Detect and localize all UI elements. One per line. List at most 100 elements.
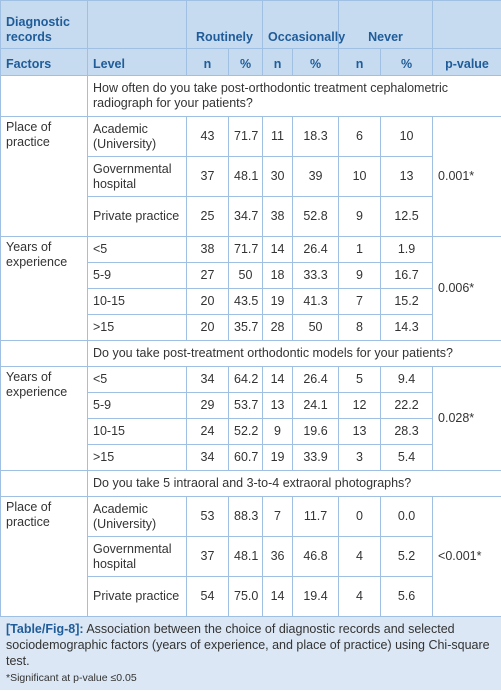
footnote: *Significant at p-value ≤0.05 <box>0 672 501 690</box>
question: How often do you take post-orthodontic t… <box>86 75 501 117</box>
value: 12 <box>338 392 382 419</box>
value: 9 <box>262 418 294 445</box>
level: Governmental hospital <box>87 536 187 577</box>
value: 53 <box>186 496 229 537</box>
header-cell: Level <box>87 48 187 76</box>
level: 10-15 <box>87 418 187 445</box>
value: 19.4 <box>292 576 340 617</box>
header-cell: Diagnostic records <box>0 0 88 49</box>
header-cell: Never <box>338 0 434 49</box>
p-value: <0.001* <box>432 496 501 617</box>
value: 6 <box>338 116 382 157</box>
value: 22.2 <box>380 392 434 419</box>
cell <box>0 470 88 497</box>
data-row: >15 34 60.7 19 33.9 3 5.4 <box>1 444 501 471</box>
data-row: 10-15 24 52.2 9 19.6 13 28.3 <box>1 418 501 445</box>
value: 9 <box>338 196 382 237</box>
value: 7 <box>262 496 294 537</box>
data-row: >15 20 35.7 28 50 8 14.3 <box>1 314 501 341</box>
value: 9.4 <box>380 366 434 393</box>
value: 46.8 <box>292 536 340 577</box>
factor: Years of experience <box>0 366 88 471</box>
data-row: Years of experience <5 34 64.2 14 26.4 5 9.4 0.0… <box>0 366 501 471</box>
value: 13 <box>338 418 382 445</box>
data-row: Private practice 54 75.0 14 19.4 4 5.6 <box>1 576 501 617</box>
value: 14 <box>262 236 294 263</box>
cell <box>0 340 88 367</box>
header-cell: n <box>186 48 229 76</box>
caption-label: [Table/Fig-8]: <box>6 622 84 636</box>
value: 0 <box>338 496 382 537</box>
level: Academic (University) <box>87 496 187 537</box>
level: 5-9 <box>87 262 187 289</box>
value: 53.7 <box>227 392 264 419</box>
value: 43 <box>186 116 229 157</box>
value: 35.7 <box>227 314 264 341</box>
value: 48.1 <box>227 536 264 577</box>
level: >15 <box>87 444 187 471</box>
value: 43.5 <box>227 288 264 315</box>
value: 41.3 <box>292 288 340 315</box>
value: 39 <box>292 156 340 197</box>
level: >15 <box>87 314 187 341</box>
value: 24 <box>186 418 229 445</box>
caption: [Table/Fig-8]: Association between the c… <box>0 617 501 672</box>
value: 50 <box>292 314 340 341</box>
value: 54 <box>186 576 229 617</box>
caption-text: Association between the choice of diagno… <box>6 622 490 668</box>
value: 28.3 <box>380 418 434 445</box>
level: Private practice <box>87 576 187 617</box>
value: 26.4 <box>292 366 340 393</box>
value: 0.0 <box>380 496 434 537</box>
level: Private practice <box>87 196 187 237</box>
question-row: Do you take 5 intraoral and 3-to-4 extra… <box>0 470 501 497</box>
value: 50 <box>227 262 264 289</box>
level: 10-15 <box>87 288 187 315</box>
value: 34 <box>186 366 229 393</box>
header-row: Factors Level n% n% n% p-value <box>0 48 501 76</box>
value: 14.3 <box>380 314 434 341</box>
table-header: Diagnostic records Routinely Occasionall… <box>0 0 501 76</box>
question: Do you take post-treatment orthodontic m… <box>86 340 501 367</box>
value: 5.4 <box>380 444 434 471</box>
header-cell: % <box>292 48 340 76</box>
question-row: Do you take post-treatment orthodontic m… <box>0 340 501 367</box>
level: 5-9 <box>87 392 187 419</box>
value: 33.9 <box>292 444 340 471</box>
table-body: How often do you take post-orthodontic t… <box>0 75 501 617</box>
value: 20 <box>186 314 229 341</box>
data-row: Governmental hospital 37 48.1 30 39 10 13 <box>1 156 501 197</box>
value: 11.7 <box>292 496 340 537</box>
value: 4 <box>338 536 382 577</box>
value: 4 <box>338 576 382 617</box>
value: 71.7 <box>227 116 264 157</box>
value: 26.4 <box>292 236 340 263</box>
value: 18 <box>262 262 294 289</box>
data-row: Place of practice Academic (University) 43… <box>0 116 501 237</box>
header-cell: p-value <box>432 48 501 76</box>
factor: Place of practice <box>0 116 88 237</box>
value: 19 <box>262 444 294 471</box>
header-cell: Occasionally <box>262 0 345 49</box>
value: 14 <box>262 576 294 617</box>
value: 28 <box>262 314 294 341</box>
value: 20 <box>186 288 229 315</box>
header-cell <box>432 0 501 49</box>
data-row: Years of experience <5 38 71.7 14 26.4 1 1.9 0.0… <box>0 236 501 341</box>
value: 52.2 <box>227 418 264 445</box>
level: <5 <box>87 366 187 393</box>
value: 37 <box>186 536 229 577</box>
value: 5.2 <box>380 536 434 577</box>
header-cell: % <box>380 48 434 76</box>
value: 52.8 <box>292 196 340 237</box>
factor: Place of practice <box>0 496 88 617</box>
header-cell: Routinely <box>185 0 264 49</box>
header-cell: n <box>338 48 382 76</box>
data-table: Diagnostic records Routinely Occasionall… <box>0 0 501 617</box>
value: 34 <box>186 444 229 471</box>
value: 27 <box>186 262 229 289</box>
value: 71.7 <box>227 236 264 263</box>
value: 19 <box>262 288 294 315</box>
value: 18.3 <box>292 116 340 157</box>
